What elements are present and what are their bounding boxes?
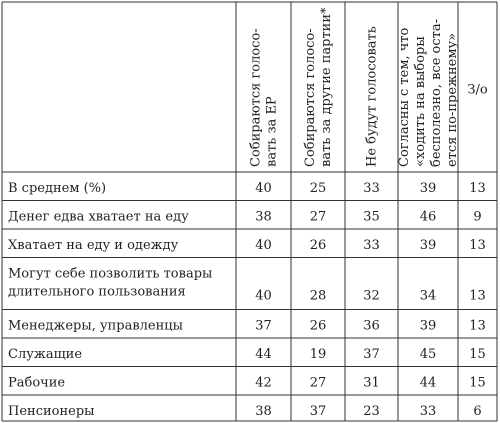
row-label: Рабочие xyxy=(8,376,65,391)
cell-value: 27 xyxy=(310,376,327,391)
cell-value: 28 xyxy=(310,289,327,304)
row-label: длительного пользования xyxy=(8,285,186,300)
cell-value: 27 xyxy=(310,210,327,225)
cell-value: 19 xyxy=(310,347,327,362)
cell-value: 36 xyxy=(363,319,380,334)
header: Собираются голосо- xyxy=(249,28,264,167)
cell-value: 33 xyxy=(420,404,437,419)
cell-value: 32 xyxy=(363,289,380,304)
row-label: Могут себе позволить товары xyxy=(8,267,212,282)
cell-value: 38 xyxy=(255,404,272,419)
cell-value: 23 xyxy=(363,404,380,419)
cell-value: 13 xyxy=(469,181,486,196)
cell-value: 37 xyxy=(310,404,327,419)
cell-value: 40 xyxy=(255,238,272,253)
header: Согласны с тем, что xyxy=(397,28,412,167)
row-label: Денег едва хватает на еду xyxy=(8,210,189,225)
header: бесполезно, все оста- xyxy=(429,19,444,167)
cell-value: 15 xyxy=(469,376,486,391)
row-label: В среднем (%) xyxy=(8,181,106,196)
cell-value: 37 xyxy=(255,319,272,334)
cell-value: 39 xyxy=(420,319,437,334)
cell-value: 33 xyxy=(363,181,380,196)
cell-value: 13 xyxy=(469,238,486,253)
cell-value: 25 xyxy=(310,181,327,196)
cell-value: 42 xyxy=(255,376,272,391)
cell-value: 13 xyxy=(469,319,486,334)
cell-value: 38 xyxy=(255,210,272,225)
cell-value: 40 xyxy=(255,181,272,196)
cell-value: 31 xyxy=(363,376,380,391)
cell-value: 46 xyxy=(420,210,437,225)
row-label: Служащие xyxy=(8,347,82,362)
cell-value: 44 xyxy=(255,347,272,362)
cell-value: 6 xyxy=(473,404,481,419)
cell-value: 13 xyxy=(469,289,486,304)
cell-value: 9 xyxy=(473,210,481,225)
cell-value: 15 xyxy=(469,347,486,362)
cell-value: 34 xyxy=(420,289,437,304)
cell-value: 35 xyxy=(363,210,380,225)
header: З/о xyxy=(467,83,487,98)
cell-value: 26 xyxy=(310,319,327,334)
cell-value: 40 xyxy=(255,289,272,304)
cell-value: 45 xyxy=(420,347,437,362)
header: «ходить на выборы xyxy=(413,36,428,167)
cell-value: 33 xyxy=(363,238,380,253)
row-label: Пенсионеры xyxy=(8,404,95,419)
header: ется по-прежнему» xyxy=(445,33,460,167)
header: вать за другие партии* xyxy=(319,7,334,167)
header: Собираются голосо- xyxy=(303,28,318,167)
row-label: Менеджеры, управленцы xyxy=(8,319,183,334)
cell-value: 44 xyxy=(420,376,437,391)
cell-value: 39 xyxy=(420,238,437,253)
cell-value: 39 xyxy=(420,181,437,196)
cell-value: 26 xyxy=(310,238,327,253)
header: вать за ЕР xyxy=(265,96,280,167)
header: Не будут голосовать xyxy=(365,26,380,167)
row-label: Хватает на еду и одежду xyxy=(8,238,179,253)
cell-value: 37 xyxy=(363,347,380,362)
